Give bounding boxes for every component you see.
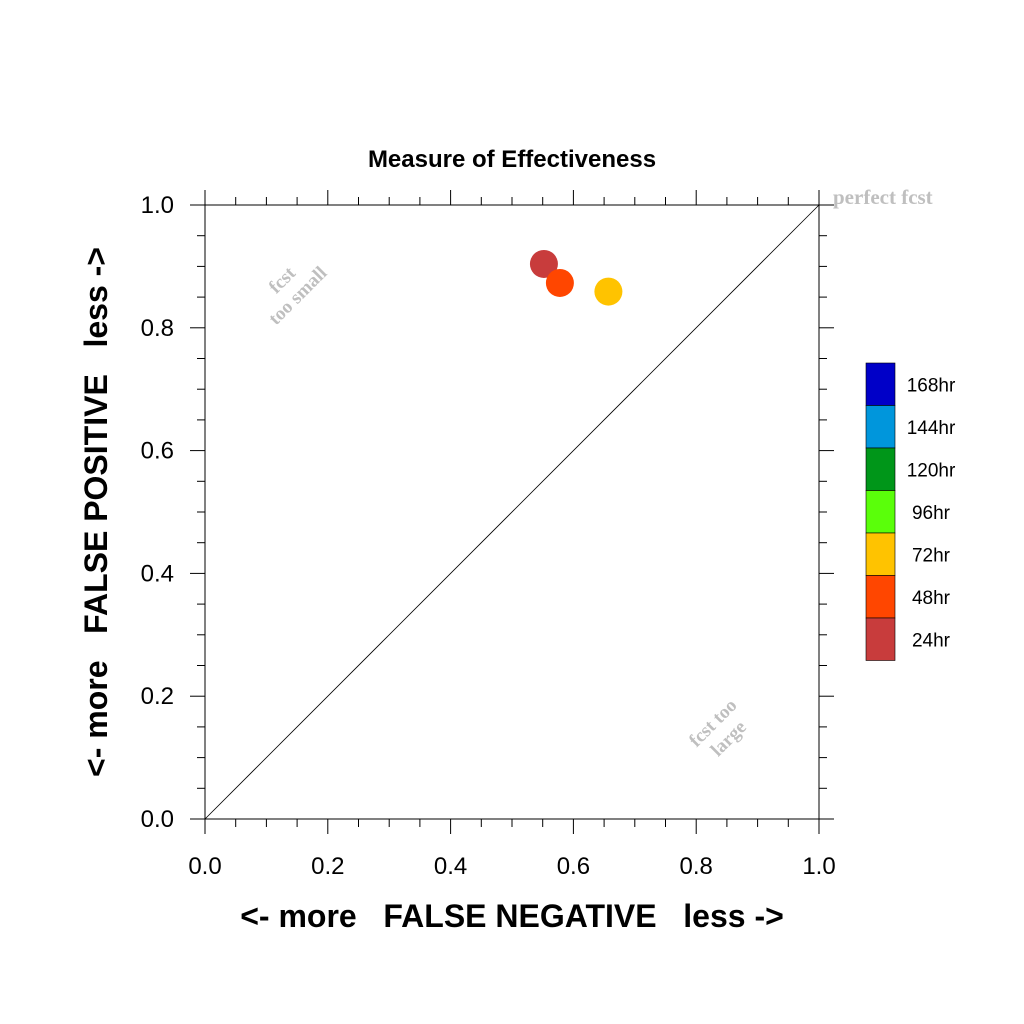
legend-label-96hr: 96hr bbox=[912, 503, 951, 524]
data-points bbox=[529, 249, 623, 306]
axis-tick-labels: 0.0 0.2 0.4 0.6 0.8 1.0 0.0 0.2 0.4 0.6 0.8 1.0 bbox=[141, 192, 836, 880]
axis-ticks bbox=[190, 190, 834, 834]
legend-swatch-24hr bbox=[865, 617, 896, 661]
y-tick-label: 0.2 bbox=[141, 683, 174, 710]
x-tick-label: 0.8 bbox=[680, 853, 713, 880]
y-tick-label: 0.6 bbox=[141, 438, 174, 465]
x-tick-label: 0.6 bbox=[557, 853, 590, 880]
legend-swatch-120hr bbox=[865, 447, 896, 491]
annotation-perfect-fcst: perfect fcst bbox=[833, 185, 933, 209]
y-tick-label: 0.0 bbox=[141, 806, 174, 833]
x-tick-label: 0.0 bbox=[188, 853, 221, 880]
y-tick-label: 1.0 bbox=[141, 192, 174, 219]
legend-label-48hr: 48hr bbox=[912, 588, 951, 609]
annotation-fcst-too-large: fcst too large bbox=[685, 695, 751, 761]
x-tick-label: 0.2 bbox=[311, 853, 344, 880]
legend-label-72hr: 72hr bbox=[912, 545, 951, 566]
data-point-24hr bbox=[529, 249, 558, 278]
y-axis-label: <- more FALSE POSITIVE less -> bbox=[78, 247, 114, 777]
legend-swatch-72hr bbox=[865, 532, 896, 576]
legend-swatch-168hr bbox=[865, 362, 896, 406]
data-point-72hr bbox=[594, 277, 623, 306]
legend-swatch-96hr bbox=[865, 490, 896, 534]
legend-label-168hr: 168hr bbox=[907, 375, 956, 396]
legend-label-120hr: 120hr bbox=[907, 460, 956, 481]
x-tick-label: 1.0 bbox=[802, 853, 835, 880]
chart-title: Measure of Effectiveness bbox=[368, 146, 656, 173]
y-tick-label: 0.8 bbox=[141, 315, 174, 342]
y-tick-label: 0.4 bbox=[141, 560, 174, 587]
perfect-forecast-diagonal bbox=[204, 204, 820, 820]
x-axis-label: <- more FALSE NEGATIVE less -> bbox=[240, 898, 784, 934]
legend-swatch-144hr bbox=[865, 405, 896, 449]
data-point-48hr bbox=[545, 268, 574, 297]
legend: 168hr 144hr 120hr 96hr 72hr 48hr 24hr bbox=[865, 362, 956, 661]
legend-swatch-48hr bbox=[865, 575, 896, 619]
legend-label-144hr: 144hr bbox=[907, 418, 956, 439]
annotation-fcst-too-small: fcst too small bbox=[265, 262, 332, 329]
x-tick-label: 0.4 bbox=[434, 853, 467, 880]
legend-label-24hr: 24hr bbox=[912, 630, 951, 651]
